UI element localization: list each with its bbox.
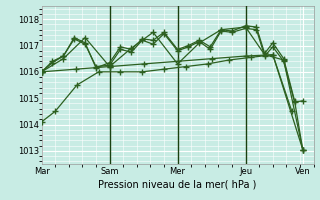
X-axis label: Pression niveau de la mer( hPa ): Pression niveau de la mer( hPa ) — [99, 180, 257, 190]
